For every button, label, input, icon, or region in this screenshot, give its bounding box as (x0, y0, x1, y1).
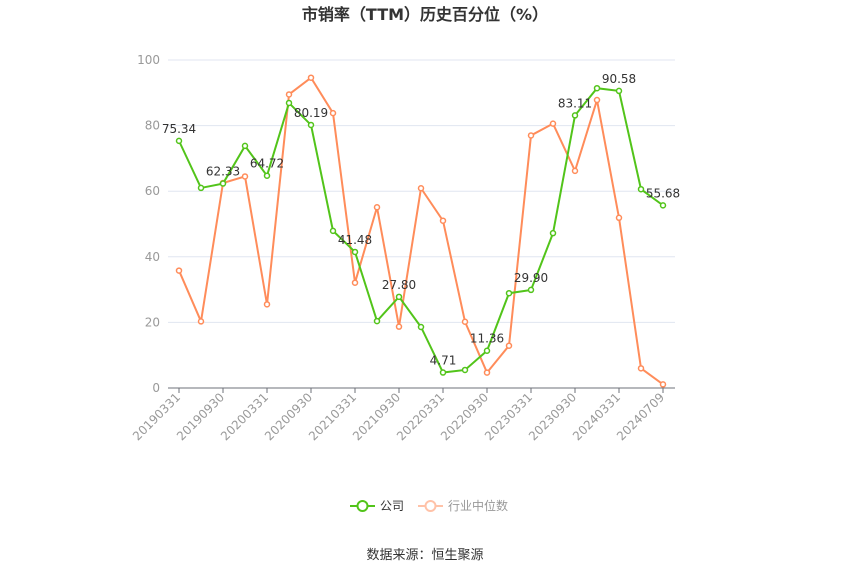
legend-circle-icon (356, 500, 369, 512)
data-point (439, 217, 447, 224)
data-point (637, 185, 645, 193)
data-point (439, 369, 447, 376)
data-point (461, 366, 469, 374)
data-point (461, 318, 469, 325)
data-point (593, 84, 601, 92)
data-point (593, 96, 601, 104)
data-point (373, 317, 381, 325)
data-point (505, 342, 513, 349)
data-label: 27.80 (382, 278, 416, 292)
legend-item-company[interactable]: 公司 (350, 499, 404, 513)
data-point (483, 369, 491, 376)
data-label: 75.34 (162, 122, 196, 136)
chart-title: 市销率（TTM）历史百分位（%） (302, 5, 548, 24)
data-point (395, 323, 403, 330)
y-tick-label: 80 (145, 119, 160, 133)
data-point (417, 323, 425, 331)
data-point (175, 267, 183, 274)
data-point (351, 279, 359, 286)
data-point (417, 184, 425, 192)
data-point (395, 293, 403, 301)
data-point (483, 347, 491, 354)
data-label: 55.68 (646, 186, 680, 200)
legend-label: 行业中位数 (448, 498, 508, 513)
data-point (637, 365, 645, 372)
data-point (263, 301, 271, 308)
data-point (505, 289, 513, 297)
data-point (241, 142, 249, 150)
data-point (615, 214, 623, 222)
data-point (527, 132, 535, 139)
x-tick-label: 20240709 (614, 390, 667, 443)
y-tick-label: 40 (145, 250, 160, 264)
data-label: 4.71 (430, 354, 457, 368)
y-tick-label: 0 (152, 381, 160, 395)
data-point (659, 381, 667, 388)
data-label: 83.11 (558, 96, 592, 110)
data-point (329, 109, 337, 117)
data-point (219, 180, 227, 187)
y-tick-label: 60 (145, 184, 160, 198)
data-label: 80.19 (294, 106, 328, 120)
source-note: 数据来源：恒生聚源 (366, 548, 483, 563)
data-point (197, 184, 205, 192)
data-point (659, 202, 667, 209)
data-point (351, 248, 359, 256)
data-label: 62.33 (206, 165, 240, 179)
x-axis: 2019033120190930202003312020093020210331… (130, 387, 675, 443)
y-tick-label: 20 (145, 315, 160, 329)
data-point (615, 87, 623, 95)
data-labels: 75.34 62.33 64.72 80.19 41.48 27.80 4.71 11.36 2… (162, 72, 680, 368)
series-layer (175, 74, 667, 388)
data-point (571, 112, 579, 119)
data-point (571, 167, 579, 175)
data-point (241, 173, 249, 180)
data-point (175, 137, 183, 145)
data-point (307, 74, 315, 81)
data-label: 64.72 (250, 157, 284, 171)
y-axis: 0 20 40 60 80 100 (137, 53, 160, 395)
data-label: 41.48 (338, 233, 372, 247)
data-point (549, 229, 557, 237)
legend-circle-icon (424, 500, 437, 512)
data-label: 90.58 (602, 72, 636, 86)
y-tick-label: 100 (137, 53, 160, 67)
data-point (549, 120, 557, 127)
data-label: 29.90 (514, 271, 548, 285)
legend-item-industry-median[interactable]: 行业中位数 (418, 498, 508, 513)
data-point (285, 99, 293, 107)
data-point (527, 286, 535, 294)
legend[interactable]: 公司 行业中位数 (350, 498, 508, 513)
data-label: 11.36 (470, 332, 504, 346)
data-point (263, 172, 271, 179)
data-point (197, 318, 205, 325)
data-point (285, 91, 293, 98)
data-point (329, 227, 337, 235)
series-line-industry-median (178, 76, 664, 386)
data-point (373, 204, 381, 211)
data-point (307, 121, 315, 129)
legend-label: 公司 (380, 499, 404, 513)
